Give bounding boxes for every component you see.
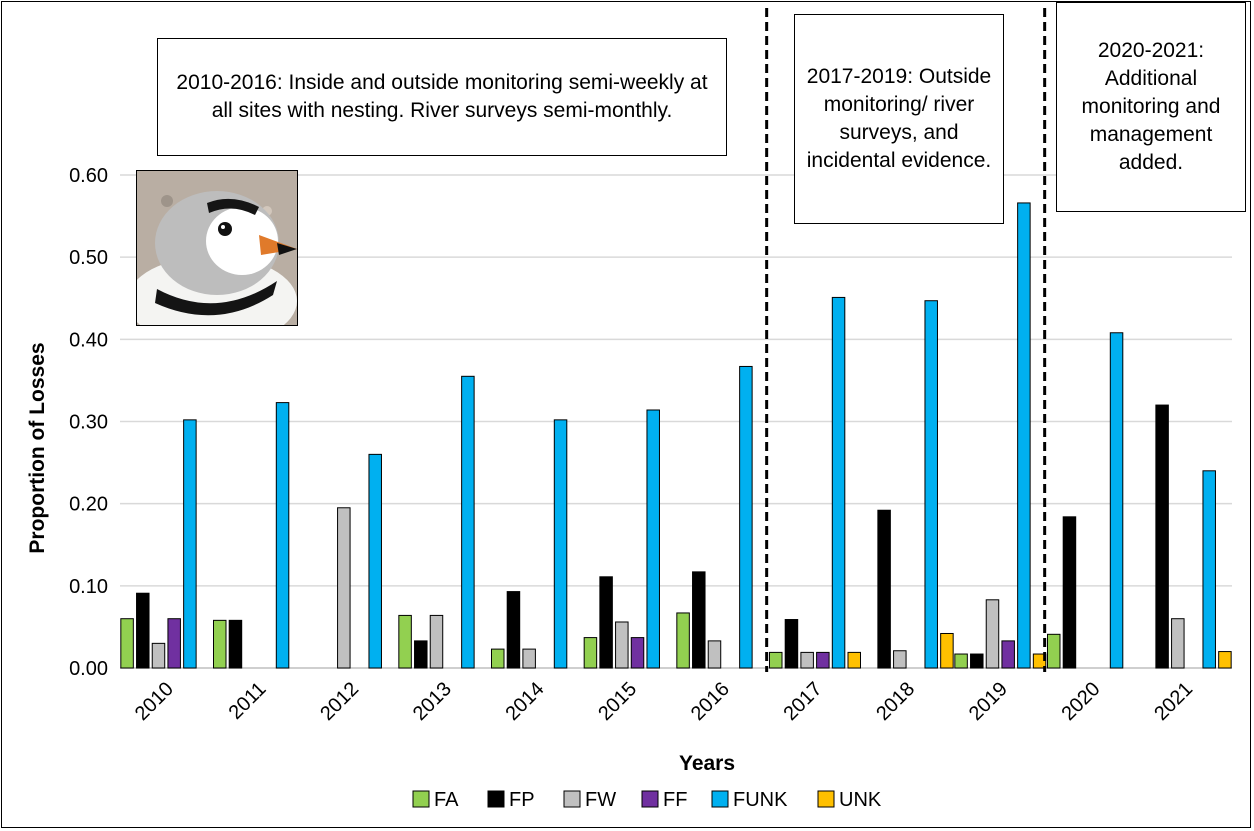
bar-fa-2017 [769,651,783,669]
bar-fw-2013 [429,614,444,669]
bar-fw-2017 [800,651,814,669]
bar-fa-2014 [491,648,505,669]
bar-fw-2021 [1171,618,1185,669]
x-tick-label: 2020 [1058,678,1105,725]
bar-unk-2019 [1032,653,1047,669]
legend-swatch-fp [487,790,505,808]
bar-funk-2016 [739,365,753,669]
bar-fa-2010 [120,618,134,669]
bar-fp-2010 [136,592,150,669]
y-tick-label: 0.30 [69,412,108,434]
bar-fp-2018 [877,509,891,669]
bar-funk-2018 [924,300,938,669]
bar-ff-2010 [167,618,181,669]
bar-fa-2019 [954,653,968,669]
bar-fp-2014 [506,591,521,669]
bar-funk-2017 [831,296,846,669]
legend-label-fw: FW [585,789,616,811]
y-tick-label: 0.20 [69,494,108,516]
bar-funk-2021 [1202,470,1216,669]
legend-label-unk: UNK [839,789,882,811]
y-tick-label: 0.40 [69,329,108,351]
x-tick-label: 2013 [409,678,456,725]
x-tick-label: 2011 [225,678,271,724]
bar-fw-2010 [151,642,166,669]
bar-fa-2016 [676,612,690,669]
x-tick-label: 2015 [594,678,641,725]
bar-fp-2015 [599,576,613,669]
bar-unk-2018 [940,632,954,669]
bar-fp-2013 [414,640,428,669]
legend-swatch-unk [817,790,835,808]
bar-ff-2019 [1001,640,1015,669]
bar-fa-2013 [398,614,412,669]
legend-label-ff: FF [663,789,687,811]
legend-swatch-funk [711,790,729,808]
x-tick-label: 2016 [687,678,734,725]
bar-fa-2020 [1047,633,1061,669]
bar-fa-2011 [213,619,227,669]
bar-ff-2017 [816,651,830,669]
bar-fp-2011 [228,619,243,669]
x-tick-label: 2018 [872,678,919,725]
legend-label-funk: FUNK [733,789,788,811]
bar-funk-2013 [461,375,475,669]
legend-label-fp: FP [509,789,535,811]
x-tick-label: 2019 [965,678,1012,725]
legend-label-fa: FA [434,789,459,811]
bar-funk-2019 [1017,202,1031,669]
x-tick-label: 2017 [780,678,827,725]
bar-funk-2015 [646,409,660,669]
bar-fw-2016 [707,640,722,669]
y-tick-label: 0.60 [69,165,108,187]
bar-funk-2020 [1109,332,1124,669]
bar-fw-2012 [337,507,351,669]
bar-fp-2017 [784,619,799,669]
bar-ff-2015 [630,637,645,669]
y-tick-label: 0.50 [69,247,108,269]
bar-fa-2015 [583,637,598,669]
annotation-2010-2016: 2010-2016: Inside and outside monitoring… [157,38,727,156]
bar-fp-2019 [970,653,984,669]
bar-fw-2015 [615,621,629,669]
annotation-2020-2021: 2020-2021: Additional monitoring and man… [1056,2,1246,212]
annotation-2017-2019: 2017-2019: Outside monitoring/ river sur… [794,14,1004,224]
x-tick-label: 2021 [1150,678,1197,725]
bar-funk-2010 [183,419,197,669]
y-tick-label: 0.10 [69,576,108,598]
bar-fp-2021 [1155,404,1169,669]
bar-funk-2011 [275,402,290,669]
bar-unk-2017 [847,651,861,669]
piping-plover-photo-icon [136,170,298,326]
legend-swatch-fa [412,790,430,808]
legend-swatch-fw [563,790,581,808]
bar-fw-2019 [985,599,1000,669]
bar-funk-2012 [368,453,382,669]
bar-unk-2021 [1218,651,1232,669]
y-tick-label: 0.00 [69,658,108,680]
bar-fw-2014 [522,648,536,669]
x-tick-label: 2012 [316,678,363,725]
y-axis-title: Proportion of Losses [26,342,49,553]
bar-fp-2020 [1062,516,1077,669]
x-tick-label: 2014 [502,678,549,725]
bar-fw-2018 [893,650,907,669]
legend-swatch-ff [641,790,659,808]
bar-funk-2014 [553,419,568,669]
bar-fp-2016 [692,571,706,669]
x-axis-title: Years [679,752,735,775]
x-tick-label: 2010 [131,678,178,725]
